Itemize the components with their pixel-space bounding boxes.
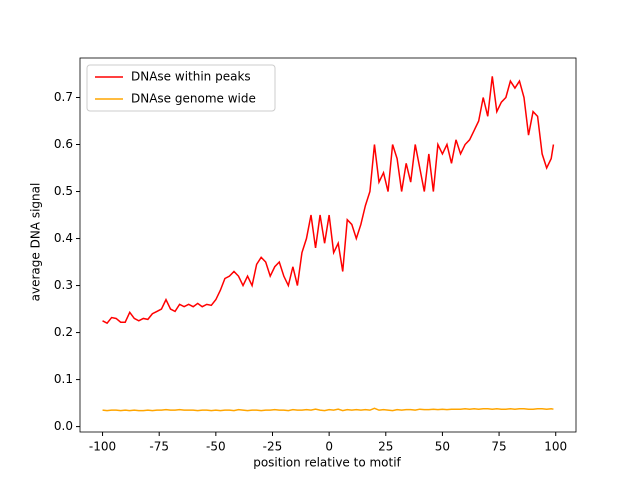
y-tick-label: 0.2 bbox=[54, 325, 73, 339]
x-tick-label: -100 bbox=[89, 440, 116, 454]
y-tick-label: 0.6 bbox=[54, 137, 73, 151]
y-tick-label: 0.3 bbox=[54, 278, 73, 292]
x-tick-label: -25 bbox=[263, 440, 283, 454]
data-line bbox=[102, 407, 554, 412]
x-tick-label: 100 bbox=[544, 440, 567, 454]
y-tick-label: 0.5 bbox=[54, 184, 73, 198]
legend: DNAse within peaks DNAse genome wide bbox=[86, 64, 276, 112]
y-axis-label: average DNA signal bbox=[29, 183, 43, 302]
plot-frame bbox=[79, 57, 577, 433]
data-line bbox=[102, 76, 555, 325]
legend-label: DNAse genome wide bbox=[131, 92, 256, 106]
y-tick-label: 0.0 bbox=[54, 419, 73, 433]
x-axis-label: position relative to motif bbox=[253, 456, 401, 470]
legend-box bbox=[86, 64, 276, 112]
y-tick-label: 0.4 bbox=[54, 231, 73, 245]
y-tick-label: 0.1 bbox=[54, 372, 73, 386]
y-tick-label: 0.7 bbox=[54, 90, 73, 104]
x-tick-label: -75 bbox=[149, 440, 169, 454]
x-tick-label: 75 bbox=[491, 440, 506, 454]
x-tick-label: 0 bbox=[325, 440, 333, 454]
x-tick-label: 50 bbox=[435, 440, 450, 454]
legend-label: DNAse within peaks bbox=[131, 70, 251, 84]
x-tick-label: -50 bbox=[206, 440, 226, 454]
x-tick-label: 25 bbox=[378, 440, 393, 454]
